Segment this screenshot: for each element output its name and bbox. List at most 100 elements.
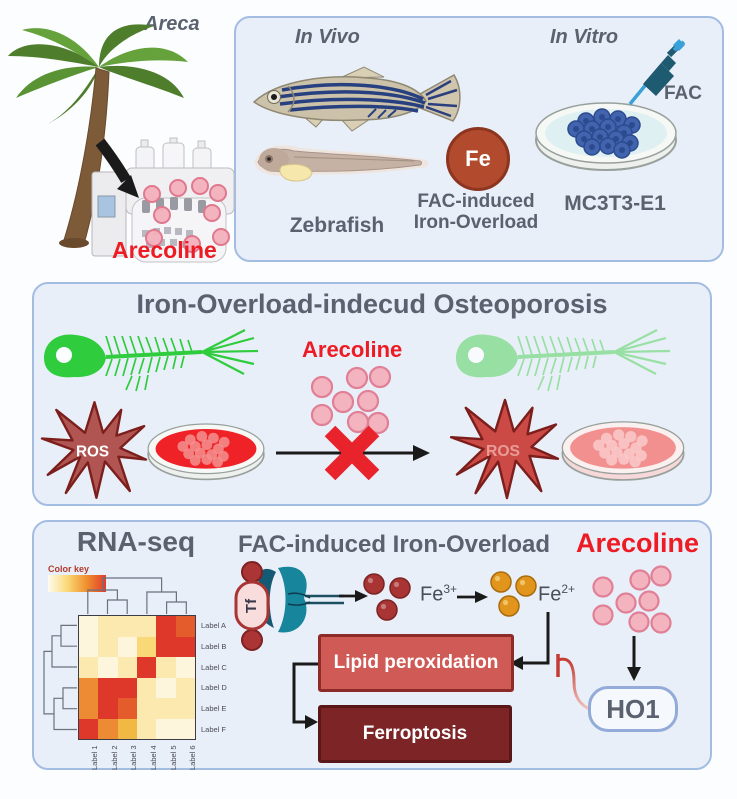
rnaseq-title: RNA-seq bbox=[76, 526, 196, 557]
heatmap-row-label: Label F bbox=[201, 725, 227, 735]
heatmap-grid bbox=[78, 615, 196, 740]
fe3-ions-icon bbox=[363, 573, 411, 621]
blocked-progression-arrow bbox=[276, 425, 430, 481]
heatmap-cell bbox=[156, 636, 176, 657]
heatmap-cell bbox=[175, 616, 195, 637]
zebrafish-label: Zebrafish bbox=[289, 214, 385, 237]
fe-caption-line1: FAC-induced bbox=[417, 191, 535, 212]
heatmap-col-label: Label 3 bbox=[129, 745, 139, 770]
heatmap-cell bbox=[117, 677, 137, 698]
column-dendrogram bbox=[87, 577, 187, 614]
ferroptosis-box: Ferroptosis bbox=[318, 705, 512, 763]
in-vitro-label: In Vitro bbox=[550, 26, 619, 48]
fe3-label: Fe3+ bbox=[420, 582, 458, 606]
heatmap-cell bbox=[175, 698, 195, 719]
fe-caption: FAC-induced Iron-Overload bbox=[398, 191, 554, 233]
heatmap-row-labels: Label A Label B Label C Label D Label E Label… bbox=[201, 615, 227, 740]
zebrafish-stripes bbox=[277, 82, 426, 113]
heatmap-cell bbox=[175, 636, 195, 657]
heatmap-cell bbox=[156, 718, 176, 739]
heatmap-cell bbox=[98, 677, 118, 698]
palm-tree-icon bbox=[8, 24, 188, 248]
heatmap-row-label: Label C bbox=[201, 662, 227, 672]
cell-line-label: MC3T3-E1 bbox=[564, 192, 666, 215]
iron-cargo-top bbox=[241, 561, 263, 583]
fe2-ions-icon bbox=[490, 571, 537, 617]
osteoporosis-title: Iron-Overload-indecud Osteoporosis bbox=[136, 289, 608, 319]
zebrafish-tail bbox=[419, 73, 461, 122]
heatmap-cell bbox=[156, 677, 176, 698]
petri-dish-pink-icon bbox=[561, 421, 685, 481]
machine-screen bbox=[97, 195, 116, 218]
heatmap-cell bbox=[79, 698, 99, 719]
fe2-label: Fe2+ bbox=[538, 582, 576, 606]
color-key-gradient bbox=[48, 575, 106, 592]
lipid-peroxidation-box: Lipid peroxidation bbox=[318, 634, 514, 692]
heatmap-cell bbox=[156, 657, 176, 678]
heatmap-row-label: Label D bbox=[201, 683, 227, 693]
ros-label-right: ROS bbox=[486, 443, 520, 460]
heatmap-cell bbox=[156, 616, 176, 637]
heatmap-cell bbox=[137, 657, 157, 678]
fe2-to-lipid-arrow bbox=[510, 612, 550, 670]
heatmap-col-label: Label 1 bbox=[90, 745, 99, 770]
heatmap-cell bbox=[156, 698, 176, 719]
heatmap-cell bbox=[117, 616, 137, 637]
heatmap-cell bbox=[175, 677, 195, 698]
arecoline-molecules bbox=[143, 177, 230, 253]
palm-base bbox=[59, 238, 89, 248]
palm-fronds bbox=[8, 24, 188, 126]
stressed-cells bbox=[177, 431, 230, 468]
ros-burst-icon-right: ROS bbox=[449, 398, 560, 500]
reduction-arrow bbox=[457, 591, 488, 603]
arecoline-to-ho1-arrow bbox=[627, 636, 641, 681]
heatmap-cell bbox=[98, 616, 118, 637]
heatmap-cell bbox=[117, 698, 137, 719]
heatmap-cell bbox=[137, 677, 157, 698]
arecoline-dots-bottom bbox=[592, 565, 672, 634]
heatmap-cell bbox=[117, 718, 137, 739]
iron-cargo-bottom bbox=[241, 629, 263, 651]
lipid-to-ferroptosis-arrow bbox=[292, 662, 318, 729]
ros-burst-icon-left: ROS bbox=[40, 401, 148, 499]
cell-nuclei bbox=[573, 114, 635, 153]
fish-skeleton-icon-left bbox=[44, 329, 259, 392]
heatmap-row-label: Label E bbox=[201, 704, 227, 714]
recovered-cells bbox=[593, 429, 648, 468]
membrane-lines bbox=[305, 594, 344, 605]
heatmap-cell bbox=[137, 698, 157, 719]
fish-skeleton-icon-right bbox=[456, 329, 671, 392]
fe-caption-line2: Iron-Overload bbox=[413, 212, 539, 233]
heatmap-cell bbox=[98, 636, 118, 657]
block-x-icon bbox=[324, 425, 380, 481]
extraction-arrow-icon bbox=[95, 138, 139, 198]
arecoline-mechanism-label: Arecoline bbox=[576, 528, 700, 558]
fe-iron-icon: Fe bbox=[446, 127, 510, 191]
heatmap-cell bbox=[98, 718, 118, 739]
heatmap-cell bbox=[117, 657, 137, 678]
machine-bottles bbox=[135, 137, 212, 173]
heatmap-col-label: Label 6 bbox=[188, 745, 198, 770]
heatmap-col-label: Label 5 bbox=[168, 745, 178, 770]
heatmap-row-label: Label A bbox=[201, 620, 227, 630]
heatmap-row-label: Label B bbox=[201, 641, 227, 651]
pipette-icon bbox=[628, 39, 686, 106]
heatmap-col-label: Label 2 bbox=[109, 745, 119, 770]
zebrafish-larva-icon bbox=[254, 145, 429, 182]
heatmap-cell bbox=[175, 718, 195, 739]
heatmap-cell bbox=[98, 657, 118, 678]
heatmap-cell bbox=[79, 616, 99, 637]
heatmap-cell bbox=[117, 636, 137, 657]
heatmap-col-label: Label 4 bbox=[149, 745, 158, 770]
pathway-title: FAC-induced Iron-Overload bbox=[238, 531, 551, 558]
arecoline-source-label: Arecoline bbox=[112, 237, 217, 263]
tf-protein bbox=[234, 580, 270, 631]
ho1-box: HO1 bbox=[588, 686, 678, 732]
ros-label-left: ROS bbox=[76, 444, 109, 461]
heatmap-col-labels: Label 1 Label 2 Label 3 Label 4 Label 5 Label… bbox=[78, 744, 198, 778]
heatmap-cell bbox=[79, 636, 99, 657]
heatmap-cell bbox=[98, 698, 118, 719]
heatmap-cell bbox=[79, 718, 99, 739]
arecoline-treatment-label: Arecoline bbox=[302, 337, 403, 362]
